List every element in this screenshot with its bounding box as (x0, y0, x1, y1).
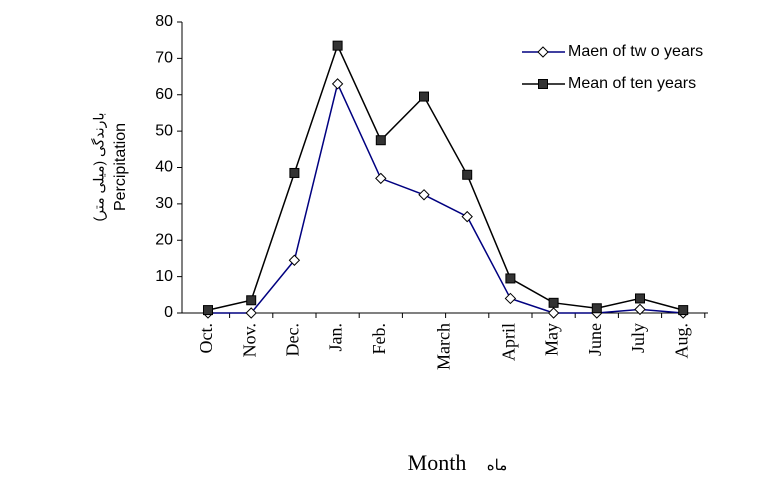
data-point (634, 303, 646, 316)
legend-label: Maen of tw o years (568, 43, 703, 60)
x-tick-label: Nov. (239, 323, 259, 357)
y-tick-label: 30 (155, 195, 173, 212)
data-point (375, 172, 387, 185)
series-line (208, 81, 684, 314)
data-point (548, 297, 559, 308)
y-tick-label: 80 (155, 13, 173, 30)
data-point (246, 295, 257, 306)
x-tick-label: May (542, 323, 562, 356)
x-tick-label: April (499, 323, 519, 361)
data-point (331, 78, 344, 90)
x-axis-label: ماه (487, 457, 507, 474)
data-point (245, 307, 257, 319)
data-point (288, 254, 301, 266)
y-tick-label: 20 (155, 231, 173, 248)
x-tick-label: Feb. (369, 323, 389, 355)
y-axis-label: بارندگی (میلی متر) (91, 112, 108, 221)
series-line (207, 43, 684, 311)
data-point (332, 40, 343, 51)
x-tick-label: Aug. (671, 323, 691, 359)
x-tick-label: Oct. (196, 323, 216, 354)
y-tick-label: 70 (155, 50, 173, 67)
data-point (547, 307, 560, 319)
x-tick-label: March (434, 323, 454, 370)
data-point (418, 189, 430, 201)
data-point (462, 169, 473, 180)
data-point (461, 210, 473, 223)
x-tick-label: Jan. (326, 323, 346, 352)
legend-marker (537, 46, 549, 58)
legend-label: Mean of ten years (568, 75, 696, 92)
y-tick-label: 0 (164, 304, 173, 321)
x-axis-label: Month (408, 450, 467, 475)
y-tick-label: 60 (155, 86, 173, 103)
data-point (419, 91, 429, 102)
y-tick-label: 10 (155, 268, 173, 285)
data-point (505, 273, 516, 284)
x-tick-label: Dec. (283, 323, 303, 356)
data-point (504, 292, 517, 305)
data-point (591, 303, 602, 314)
x-tick-label: June (585, 323, 605, 356)
data-point (289, 167, 300, 178)
legend-marker (538, 79, 548, 89)
data-point (678, 305, 689, 316)
x-tick-label: July (628, 323, 648, 353)
y-tick-label: 40 (155, 159, 173, 176)
data-point (635, 293, 645, 304)
y-tick-label: 50 (155, 122, 173, 139)
data-point (375, 135, 386, 146)
y-axis-label: Percipitation (112, 123, 129, 211)
data-point (203, 305, 213, 316)
